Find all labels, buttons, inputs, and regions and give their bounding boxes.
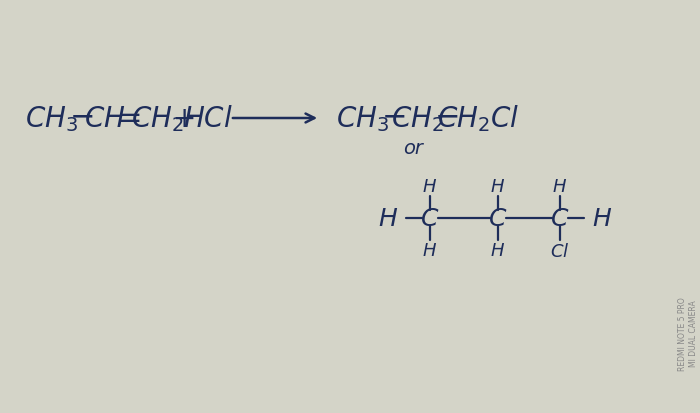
Text: $\mathit{CH}$: $\mathit{CH}$ bbox=[84, 105, 126, 133]
Text: $\mathit{H}$: $\mathit{H}$ bbox=[378, 206, 398, 230]
Text: $\mathit{CH_2}$: $\mathit{CH_2}$ bbox=[131, 104, 183, 133]
Text: −: − bbox=[69, 102, 94, 131]
Text: $\mathit{HCl}$: $\mathit{HCl}$ bbox=[183, 105, 233, 133]
Text: +: + bbox=[174, 105, 197, 133]
Text: $\mathit{H}$: $\mathit{H}$ bbox=[491, 242, 505, 259]
Text: =: = bbox=[117, 104, 143, 133]
Text: $\mathit{C}$: $\mathit{C}$ bbox=[550, 206, 570, 230]
Text: $\mathit{H}$: $\mathit{H}$ bbox=[423, 178, 438, 195]
Text: $\mathit{H}$: $\mathit{H}$ bbox=[423, 242, 438, 259]
Text: or: or bbox=[403, 139, 423, 158]
Text: $\mathit{CH_3}$: $\mathit{CH_3}$ bbox=[25, 104, 78, 133]
Text: −: − bbox=[435, 102, 461, 131]
Text: −: − bbox=[382, 102, 407, 131]
Text: $\mathit{CH_2Cl}$: $\mathit{CH_2Cl}$ bbox=[437, 103, 519, 134]
Text: $\mathit{H}$: $\mathit{H}$ bbox=[552, 178, 568, 195]
Text: $\mathit{C}$: $\mathit{C}$ bbox=[420, 206, 440, 230]
Text: $\mathit{H}$: $\mathit{H}$ bbox=[592, 206, 612, 230]
Text: $\mathit{CH_3}$: $\mathit{CH_3}$ bbox=[337, 104, 389, 133]
Text: $\mathit{CH_2}$: $\mathit{CH_2}$ bbox=[391, 104, 443, 133]
Text: REDMI NOTE 5 PRO
MI DUAL CAMERA: REDMI NOTE 5 PRO MI DUAL CAMERA bbox=[678, 297, 698, 370]
Text: $\mathit{C}$: $\mathit{C}$ bbox=[489, 206, 508, 230]
Text: $\mathit{Cl}$: $\mathit{Cl}$ bbox=[550, 242, 570, 260]
Text: $\mathit{H}$: $\mathit{H}$ bbox=[491, 178, 505, 195]
